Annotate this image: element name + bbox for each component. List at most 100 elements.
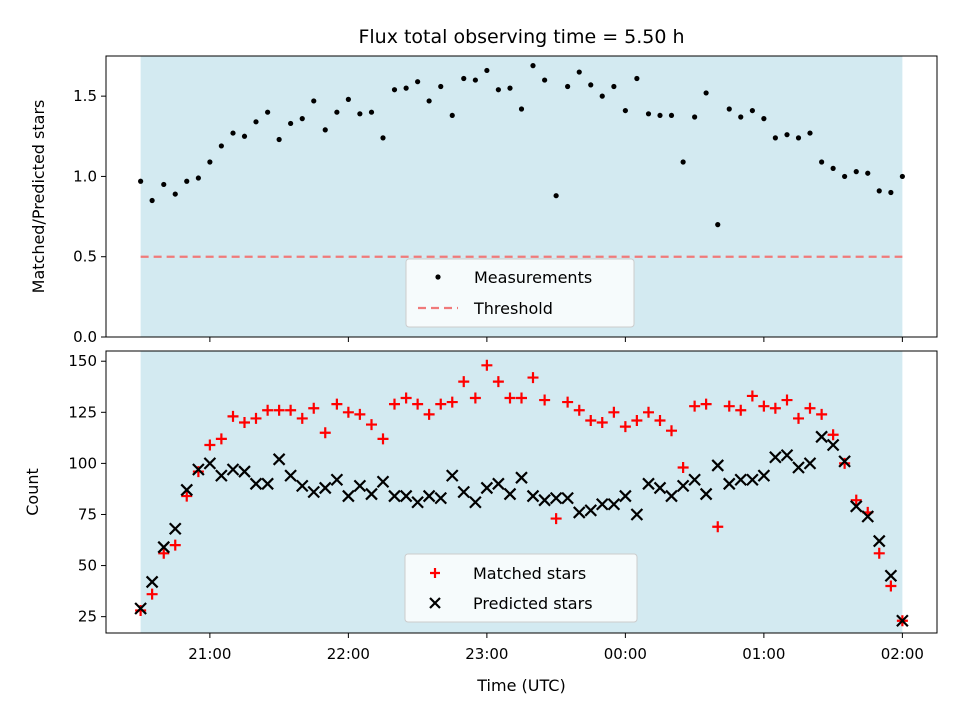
matched-star-point (631, 414, 643, 426)
ratio-y-axis-label: Matched/Predicted stars (29, 100, 48, 294)
matched-star-point (504, 392, 516, 404)
measurement-point (588, 82, 594, 88)
count-x-tick-label: 02:00 (881, 645, 924, 663)
measurement-point (599, 93, 605, 99)
matched-star-point (654, 414, 666, 426)
predicted-star-point (803, 457, 817, 470)
matched-star-point (296, 412, 308, 424)
count-axes-frame (105, 350, 938, 634)
predicted-star-point (134, 602, 147, 615)
predicted-star-point (422, 489, 436, 503)
predicted-star-point (630, 508, 644, 521)
predicted-star-point (353, 479, 367, 493)
predicted-star-point (711, 459, 725, 472)
measurement-point (426, 98, 432, 104)
predicted-star-point (445, 469, 459, 482)
predicted-star-point (769, 450, 782, 464)
matched-star-point (712, 521, 724, 533)
matched-star-point (319, 427, 331, 439)
matched-star-point (735, 404, 747, 416)
count-legend: Matched stars Predicted stars (404, 553, 638, 623)
measurement-point (149, 197, 155, 204)
predicted-star-point (896, 614, 909, 628)
predicted-star-point (192, 463, 205, 476)
count-y-tick-label: 125 (68, 403, 97, 421)
measurement-point (403, 85, 409, 91)
measurement-point (692, 114, 698, 120)
matched-star-point (550, 513, 562, 525)
ratio-axes-frame (105, 55, 938, 338)
legend-measurements-label: Measurements (474, 268, 592, 287)
measurement-point (276, 136, 282, 143)
measurement-point (299, 116, 305, 122)
predicted-star-point (549, 491, 563, 505)
matched-star-point (850, 494, 862, 506)
predicted-star-point (399, 489, 413, 503)
measurement-point (495, 87, 501, 93)
measurement-point (207, 159, 213, 165)
predicted-star-point (203, 457, 217, 470)
chart-title: Flux total observing time = 5.50 h (358, 26, 684, 48)
legend-predicted-label: Predicted stars (473, 594, 593, 613)
measurement-point (265, 109, 271, 115)
measurement-point (865, 170, 871, 176)
matched-star-point (227, 410, 239, 422)
measurement-point (553, 193, 559, 199)
measurement-point (530, 63, 536, 69)
predicted-star-point (595, 497, 609, 511)
measurement-point (218, 143, 224, 149)
matched-star-point (204, 439, 216, 451)
measurement-point (657, 112, 663, 119)
predicted-star-point (699, 487, 713, 501)
count-legend-box (404, 553, 638, 623)
matched-star-point (492, 376, 504, 388)
predicted-star-point (584, 504, 598, 517)
predicted-star-point (145, 575, 159, 589)
predicted-star-point (826, 438, 840, 452)
matched-star-point (585, 414, 597, 426)
predicted-star-point (642, 477, 655, 491)
predicted-star-point (757, 469, 771, 482)
measurement-point (391, 87, 398, 93)
matched-star-point (181, 490, 193, 502)
measurement-point (611, 83, 617, 90)
predicted-star-point (619, 489, 632, 503)
measurement-point (472, 77, 478, 83)
matched-star-point (596, 417, 608, 429)
ratio-legend: Measurements Threshold (405, 258, 635, 328)
predicted-star-point (307, 485, 321, 499)
predicted-star-point (538, 493, 551, 507)
predicted-star-point (365, 487, 378, 501)
matched-star-point (746, 390, 758, 402)
matched-star-point (804, 402, 816, 414)
measurement-point (726, 106, 732, 112)
predicted-star-point (272, 453, 286, 466)
predicted-star-point (503, 487, 517, 501)
measurement-point (172, 191, 178, 197)
matched-star-point (146, 588, 158, 600)
predicted-star-point (515, 471, 528, 484)
matched-star-point (516, 392, 527, 404)
measurement-point (288, 120, 294, 127)
predicted-star-point (722, 477, 736, 491)
count-panel: 25 50 75 100 125 150 21:00 22:00 23:00 00:00 01:0… (23, 350, 938, 695)
matched-star-point (400, 392, 412, 404)
predicted-star-point (838, 455, 851, 468)
matched-star-point (366, 419, 378, 431)
predicted-star-point (665, 489, 678, 503)
measurement-point (565, 83, 571, 90)
predicted-star-point (561, 491, 574, 505)
count-y-tick-label: 25 (78, 608, 97, 626)
measurement-point (253, 119, 259, 125)
matched-star-point (885, 580, 897, 592)
measurement-point (853, 169, 859, 175)
predicted-star-point (734, 473, 748, 487)
ratio-y-tick-label: 0.0 (73, 328, 97, 346)
ratio-legend-box (405, 258, 635, 328)
measurement-point (576, 69, 582, 75)
measurement-point (738, 114, 744, 120)
matched-star-point (135, 605, 147, 617)
matched-star-point (723, 400, 735, 412)
measurement-point (542, 77, 548, 83)
matched-star-point (469, 392, 481, 404)
